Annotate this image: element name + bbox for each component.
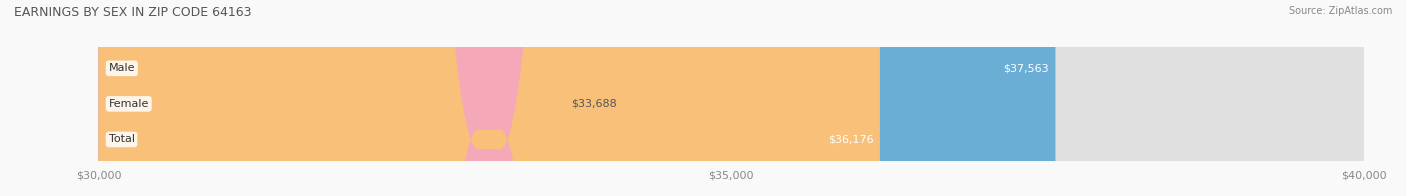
FancyBboxPatch shape: [98, 0, 1364, 196]
Text: $36,176: $36,176: [828, 134, 873, 144]
FancyBboxPatch shape: [98, 0, 880, 196]
Text: $37,563: $37,563: [1004, 63, 1049, 73]
FancyBboxPatch shape: [98, 0, 1364, 196]
Text: Male: Male: [108, 63, 135, 73]
Text: $33,688: $33,688: [571, 99, 617, 109]
Text: EARNINGS BY SEX IN ZIP CODE 64163: EARNINGS BY SEX IN ZIP CODE 64163: [14, 6, 252, 19]
Text: Total: Total: [108, 134, 135, 144]
FancyBboxPatch shape: [98, 0, 1056, 196]
FancyBboxPatch shape: [98, 0, 1364, 196]
FancyBboxPatch shape: [98, 0, 565, 196]
Text: Female: Female: [108, 99, 149, 109]
Text: Source: ZipAtlas.com: Source: ZipAtlas.com: [1288, 6, 1392, 16]
